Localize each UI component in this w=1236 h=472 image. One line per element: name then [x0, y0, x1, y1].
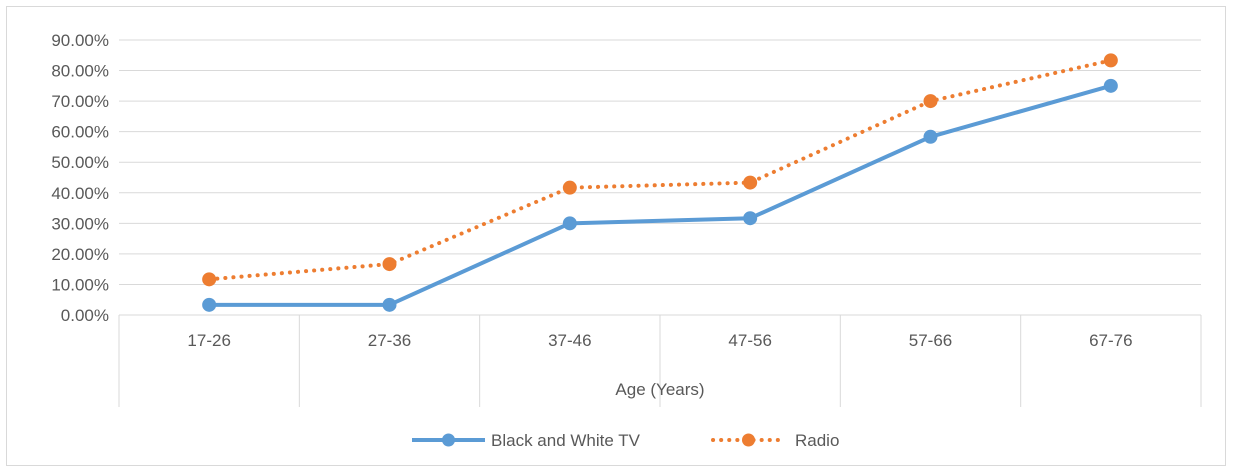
x-tick-label: 67-76	[1089, 331, 1132, 350]
y-axis-tick-labels: 0.00% 10.00% 20.00% 30.00% 40.00% 50.00% 60.00…	[51, 31, 109, 325]
series-line	[207, 83, 1113, 307]
gridlines	[119, 39, 1201, 316]
y-tick-label: 20.00%	[51, 245, 109, 264]
data-point	[743, 175, 758, 190]
x-tick-label: 27-36	[368, 331, 411, 350]
y-tick-label: 0.00%	[61, 306, 109, 325]
x-tick-label: 17-26	[187, 331, 230, 350]
data-point	[923, 94, 938, 109]
series-radio	[202, 53, 1118, 287]
y-tick-label: 40.00%	[51, 184, 109, 203]
y-tick-label: 60.00%	[51, 123, 109, 142]
y-tick-label: 80.00%	[51, 62, 109, 81]
data-point	[202, 297, 217, 312]
data-point	[1103, 78, 1118, 93]
x-tick-label: 37-46	[548, 331, 591, 350]
data-point	[382, 257, 397, 272]
line-chart: 0.00% 10.00% 20.00% 30.00% 40.00% 50.00% 60.00…	[51, 31, 1202, 450]
x-tick-label: 47-56	[728, 331, 771, 350]
y-tick-label: 90.00%	[51, 31, 109, 50]
legend: Black and White TV Radio	[412, 431, 839, 450]
legend-item: Black and White TV	[412, 431, 641, 450]
y-tick-label: 10.00%	[51, 275, 109, 294]
y-tick-label: 50.00%	[51, 153, 109, 172]
x-axis-title: Age (Years)	[615, 380, 704, 399]
data-point	[562, 180, 577, 195]
legend-label: Radio	[795, 431, 839, 450]
x-tick-label: 57-66	[909, 331, 952, 350]
data-point	[202, 272, 217, 287]
data-point	[382, 297, 397, 312]
series-black-and-white-tv	[202, 78, 1118, 312]
legend-marker	[742, 433, 755, 447]
data-point	[562, 216, 577, 231]
legend-label: Black and White TV	[491, 431, 641, 450]
legend-item: Radio	[711, 431, 839, 450]
series-line	[207, 58, 1113, 282]
chart-frame: 0.00% 10.00% 20.00% 30.00% 40.00% 50.00% 60.00…	[6, 6, 1226, 466]
x-axis-tick-labels: 17-26 27-36 37-46 47-56 57-66 67-76	[187, 331, 1132, 350]
series-layer	[202, 53, 1118, 312]
data-point	[923, 129, 938, 144]
data-point	[743, 211, 758, 226]
x-axis	[118, 314, 1202, 407]
data-point	[1103, 53, 1118, 68]
y-tick-label: 70.00%	[51, 92, 109, 111]
legend-marker	[442, 433, 455, 447]
y-tick-label: 30.00%	[51, 214, 109, 233]
